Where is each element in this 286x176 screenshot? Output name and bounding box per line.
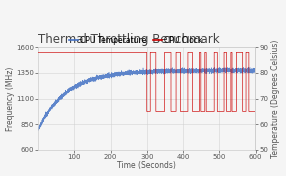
Text: Thermal Throttling Benchmark: Thermal Throttling Benchmark bbox=[38, 33, 220, 46]
X-axis label: Time (Seconds): Time (Seconds) bbox=[117, 161, 176, 170]
Y-axis label: Frequency (MHz): Frequency (MHz) bbox=[5, 66, 15, 131]
Legend: CPU Temperature, CPU Clock: CPU Temperature, CPU Clock bbox=[66, 33, 206, 48]
Y-axis label: Temperature (Degrees Celsius): Temperature (Degrees Celsius) bbox=[271, 39, 281, 158]
